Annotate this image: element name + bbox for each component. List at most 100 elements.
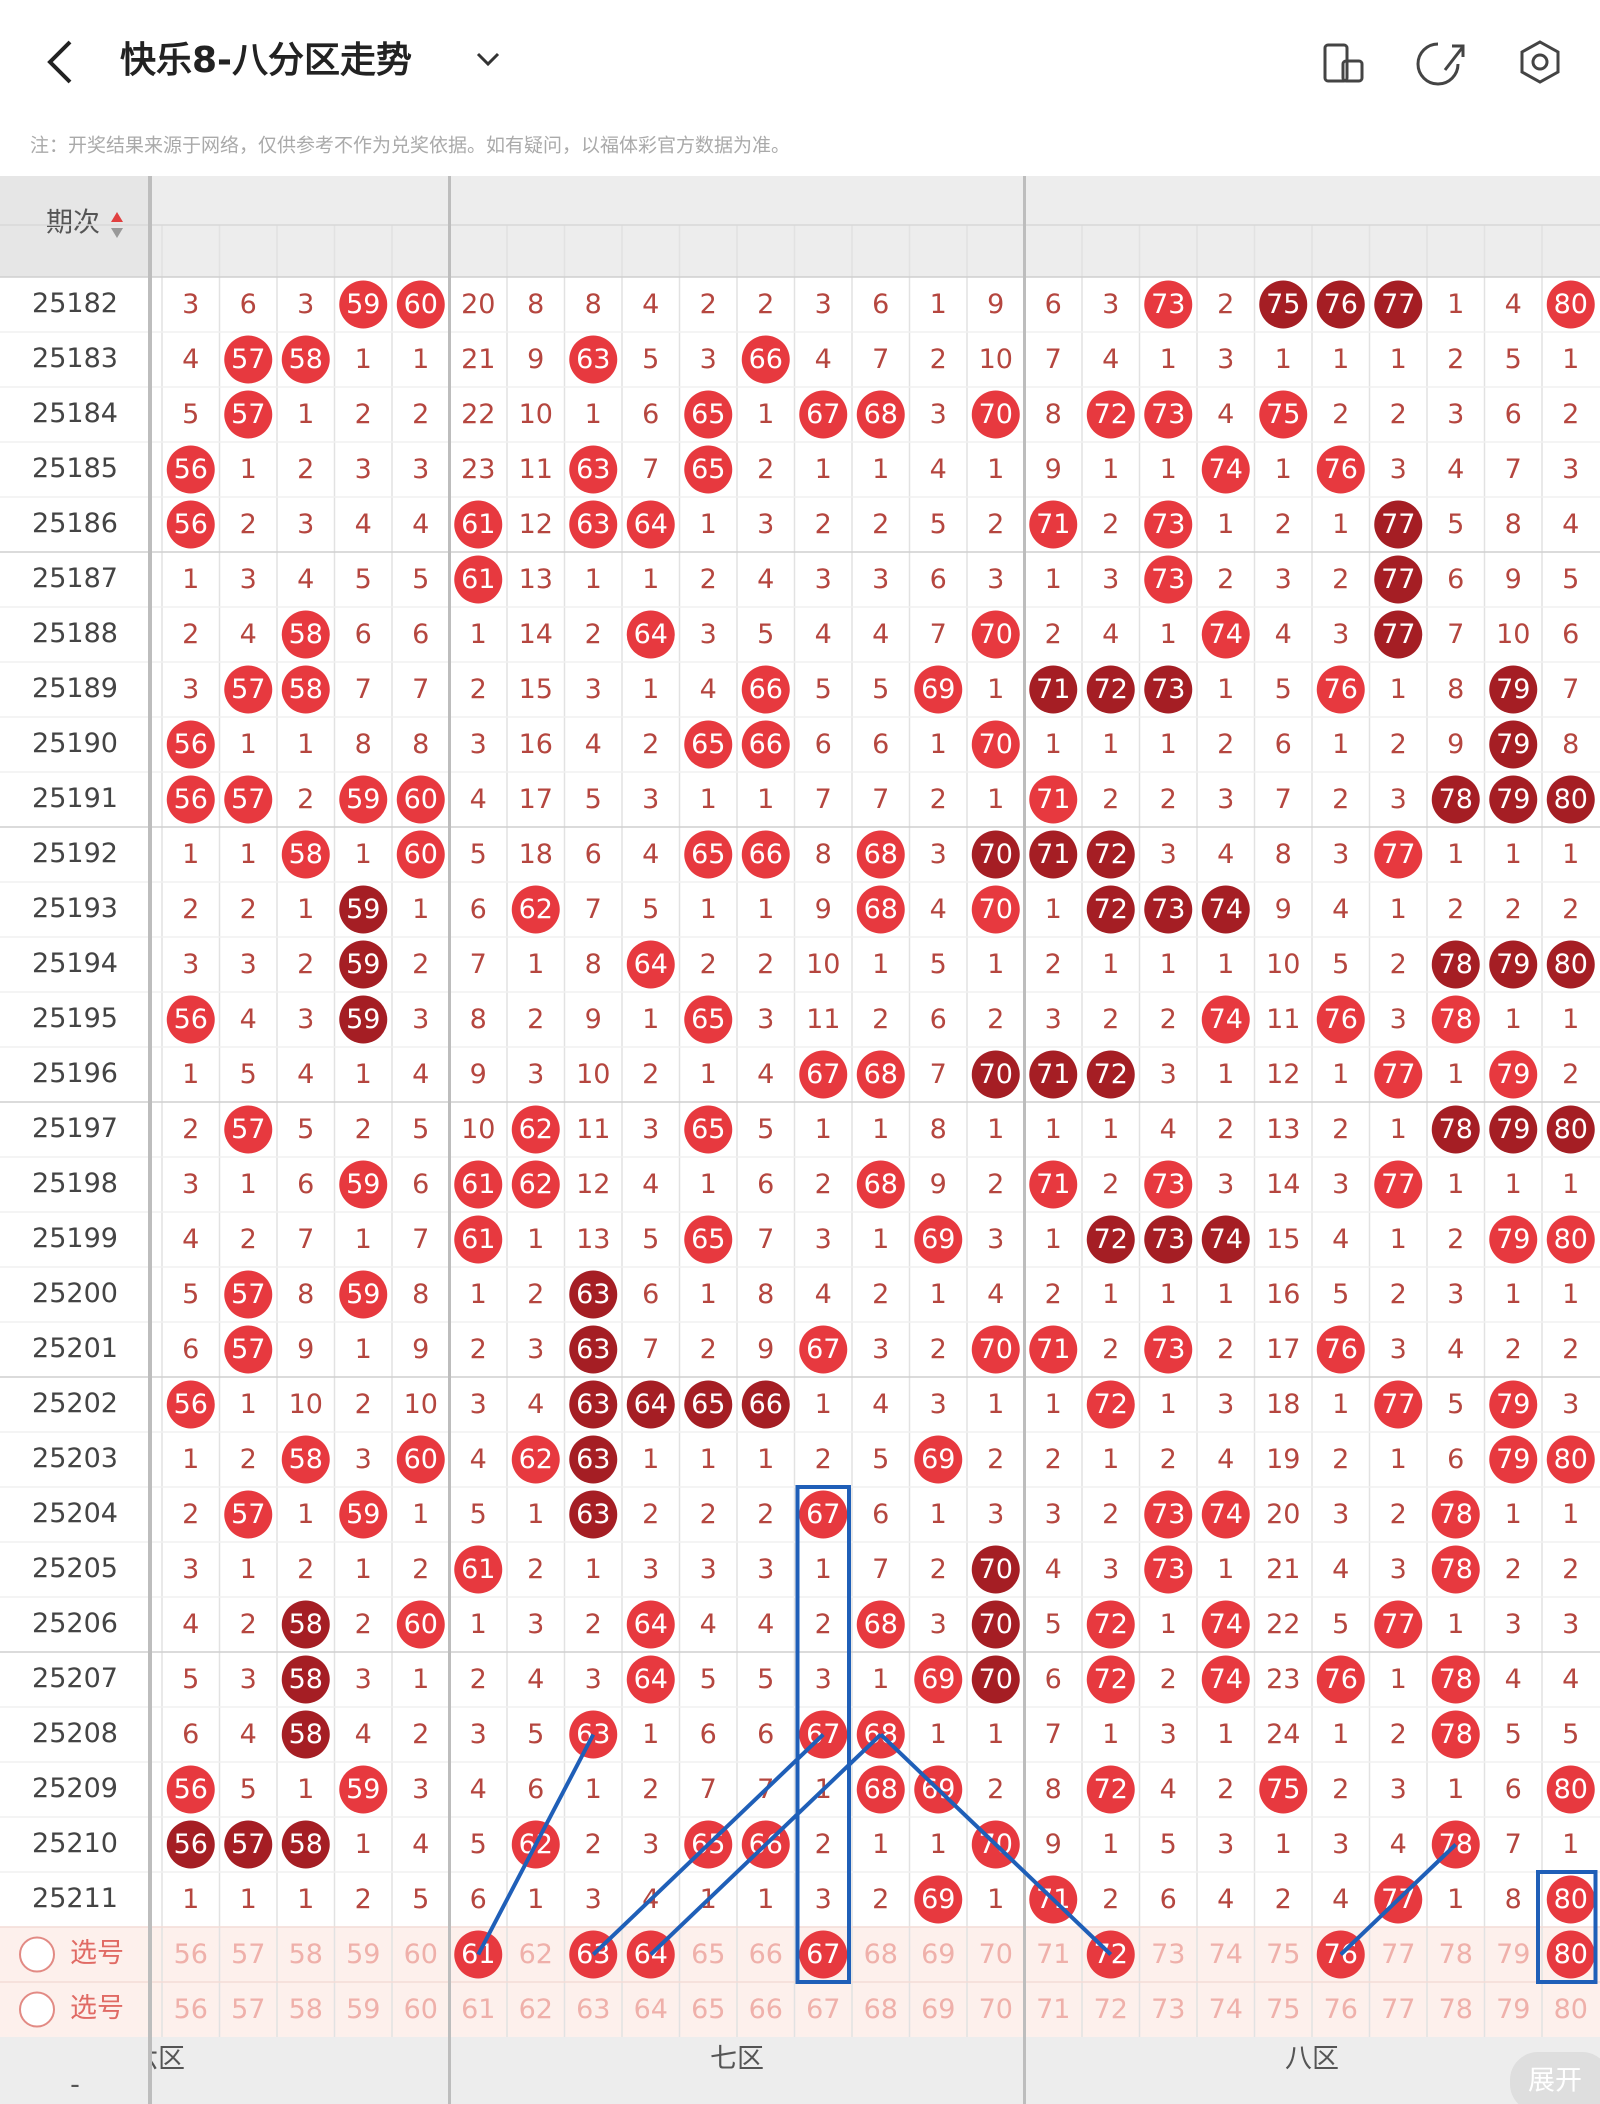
selectable-number[interactable]: 73: [1151, 1994, 1185, 2025]
draw-ball: [511, 885, 560, 934]
drawn-number: 63: [576, 1334, 610, 1365]
title-dropdown[interactable]: [476, 52, 500, 67]
selectable-number[interactable]: 58: [289, 1939, 323, 1970]
selectable-number[interactable]: 77: [1381, 1994, 1415, 2025]
back-button[interactable]: [47, 40, 72, 84]
selected-ball[interactable]: [1546, 1930, 1595, 1979]
draw-ball: [166, 995, 215, 1044]
select-radio[interactable]: [19, 1936, 55, 1973]
miss-count: 1: [1562, 1499, 1579, 1530]
draw-ball: [1374, 280, 1423, 329]
icon-device[interactable]: [1323, 43, 1364, 83]
sort-icon[interactable]: [111, 228, 123, 238]
selectable-number[interactable]: 75: [1266, 1994, 1300, 2025]
selectable-number[interactable]: 69: [921, 1939, 955, 1970]
selectable-number[interactable]: 76: [1324, 1994, 1358, 2025]
selectable-number[interactable]: 70: [979, 1939, 1013, 1970]
selectable-number[interactable]: 58: [289, 1994, 323, 2025]
drawn-number: 79: [1496, 674, 1530, 705]
miss-count: 1: [1045, 1224, 1062, 1255]
selectable-number[interactable]: 71: [1036, 1994, 1070, 2025]
draw-ball: [281, 1710, 330, 1759]
selectable-number[interactable]: 59: [346, 1939, 380, 1970]
miss-count: 5: [240, 1059, 257, 1090]
drawn-number: 66: [749, 729, 783, 760]
selectable-number[interactable]: 72: [1094, 1994, 1128, 2025]
draw-ball: [971, 1545, 1020, 1594]
selectable-number[interactable]: 77: [1381, 1939, 1415, 1970]
selectable-number[interactable]: 70: [979, 1994, 1013, 2025]
draw-ball: [1144, 1325, 1193, 1374]
draw-ball: [1144, 1490, 1193, 1539]
selected-number[interactable]: 80: [1554, 1939, 1588, 1970]
selectable-number[interactable]: 61: [461, 1994, 495, 2025]
icon-share[interactable]: [1416, 42, 1465, 86]
miss-count: 5: [872, 1444, 889, 1475]
selectable-number[interactable]: 79: [1496, 1939, 1530, 1970]
period: 25182: [32, 288, 118, 319]
miss-count: 3: [1447, 1279, 1464, 1310]
selectable-number[interactable]: 68: [864, 1994, 898, 2025]
miss-count: 1: [757, 784, 774, 815]
selectable-number[interactable]: 80: [1554, 1994, 1588, 2025]
miss-count: 1: [987, 1884, 1004, 1915]
selectable-number[interactable]: 78: [1439, 1994, 1473, 2025]
draw-ball: [1144, 885, 1193, 934]
selectable-number[interactable]: 57: [231, 1939, 265, 1970]
selectable-number[interactable]: 65: [691, 1939, 725, 1970]
selectable-number[interactable]: 67: [806, 1994, 840, 2025]
miss-count: 5: [1332, 1279, 1349, 1310]
draw-ball: [281, 335, 330, 384]
selectable-number[interactable]: 78: [1439, 1939, 1473, 1970]
miss-count: 5: [1505, 1719, 1522, 1750]
selectable-number[interactable]: 60: [404, 1939, 438, 1970]
drawn-number: 76: [1324, 674, 1358, 705]
selectable-number[interactable]: 68: [864, 1939, 898, 1970]
selectable-number[interactable]: 74: [1209, 1994, 1243, 2025]
selected-ball[interactable]: [799, 1930, 848, 1979]
miss-count: 2: [585, 619, 602, 650]
selectable-number[interactable]: 66: [749, 1939, 783, 1970]
selectable-number[interactable]: 75: [1266, 1939, 1300, 1970]
icon-settings[interactable]: [1520, 40, 1560, 84]
sort-icon[interactable]: [111, 212, 123, 222]
selectable-number[interactable]: 63: [576, 1994, 610, 2025]
miss-count: 8: [930, 1114, 947, 1145]
drawn-number: 65: [691, 729, 725, 760]
expand-button-bg[interactable]: [1510, 2052, 1600, 2104]
draw-ball: [799, 1325, 848, 1374]
draw-ball: [1546, 940, 1595, 989]
selectable-number[interactable]: 69: [921, 1994, 955, 2025]
miss-count: 3: [1390, 1334, 1407, 1365]
select-radio[interactable]: [19, 1991, 55, 2028]
miss-count: 1: [987, 454, 1004, 485]
miss-count: 8: [470, 1004, 487, 1035]
draw-ball: [1029, 830, 1078, 879]
drawn-number: 78: [1439, 1554, 1473, 1585]
selectable-number[interactable]: 56: [174, 1994, 208, 2025]
miss-count: 3: [470, 1389, 487, 1420]
selectable-number[interactable]: 62: [519, 1939, 553, 1970]
selected-number[interactable]: 67: [806, 1939, 840, 1970]
draw-ball: [914, 1875, 963, 1924]
selectable-number[interactable]: 71: [1036, 1939, 1070, 1970]
selectable-number[interactable]: 56: [174, 1939, 208, 1970]
selectable-number[interactable]: 74: [1209, 1939, 1243, 1970]
drawn-number: 56: [174, 1389, 208, 1420]
miss-count: 2: [1447, 1224, 1464, 1255]
miss-count: 16: [519, 729, 553, 760]
draw-ball: [971, 610, 1020, 659]
selectable-number[interactable]: 65: [691, 1994, 725, 2025]
selectable-number[interactable]: 59: [346, 1994, 380, 2025]
selectable-number[interactable]: 60: [404, 1994, 438, 2025]
expand-button[interactable]: 展开: [1528, 2066, 1582, 2097]
selectable-number[interactable]: 73: [1151, 1939, 1185, 1970]
selectable-number[interactable]: 64: [634, 1994, 668, 2025]
selectable-number[interactable]: 57: [231, 1994, 265, 2025]
draw-ball: [224, 1105, 273, 1154]
selectable-number[interactable]: 62: [519, 1994, 553, 2025]
miss-count: 2: [1045, 1444, 1062, 1475]
selectable-number[interactable]: 66: [749, 1994, 783, 2025]
selectable-number[interactable]: 79: [1496, 1994, 1530, 2025]
draw-ball: [569, 335, 618, 384]
